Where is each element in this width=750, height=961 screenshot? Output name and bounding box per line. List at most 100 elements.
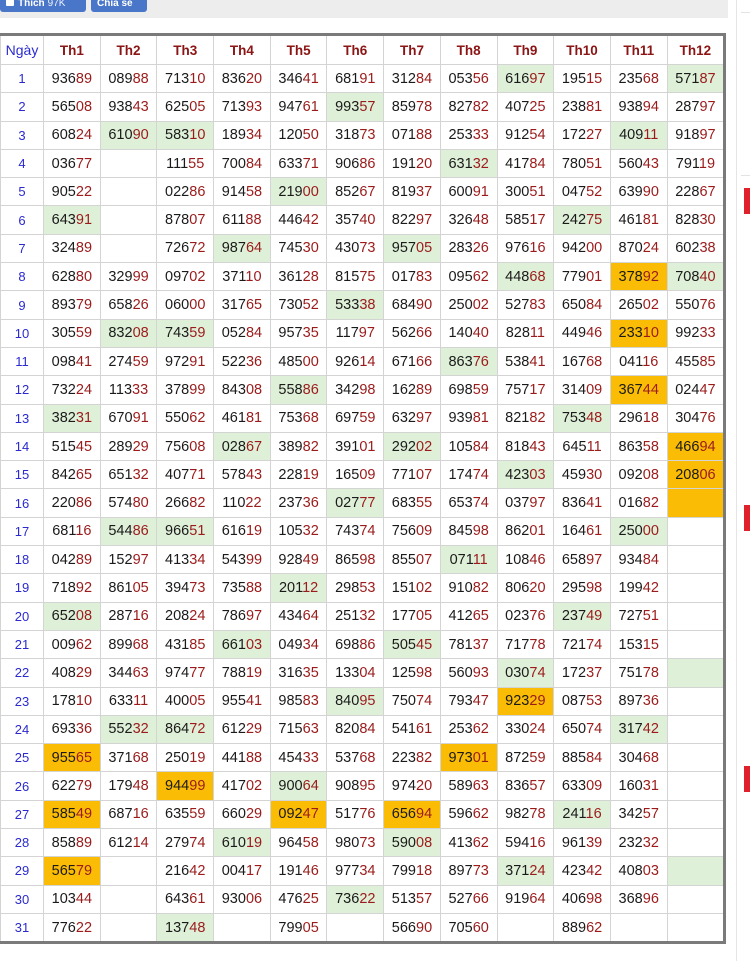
last-two-digits: 38 [359,297,376,314]
day-number: 27 [0,799,44,830]
result-cell [666,658,726,688]
last-two-digits: 05 [302,919,319,936]
result-cell: 73052 [269,290,328,320]
last-two-digits: 79 [75,778,93,795]
result-cell: 61019 [213,828,271,858]
table-row: 21 00962 89968 43185 66103 04934 69886 50545 781… [0,629,726,660]
last-two-digits: 61 [302,98,319,115]
day-number: 19 [0,573,44,603]
result-cell: 82811 [496,318,555,348]
table-row: 9 89379 65826 06000 31765 73052 53338 68490 2500… [0,290,726,320]
leading-digits: 590 [391,834,416,851]
sidebar-red-marker[interactable] [744,188,750,214]
leading-digits: 650 [561,297,587,314]
result-cell: 99357 [326,92,385,122]
last-two-digits: 07 [416,551,433,568]
leading-digits: 818 [505,438,530,455]
sidebar-red-marker[interactable] [744,766,750,792]
day-number: 1 [0,63,44,94]
leading-digits: 030 [505,664,530,681]
result-cell: 17227 [553,120,611,150]
last-two-digits: 08 [75,608,93,625]
facebook-like-button[interactable]: Thích 97K [0,0,86,12]
result-cell: 75609 [383,516,441,547]
result-cell: 31284 [383,63,441,94]
last-two-digits: 10 [189,127,206,144]
last-two-digits: 22 [75,183,93,200]
last-two-digits: 88 [245,212,262,229]
sidebar-red-marker[interactable] [744,505,750,531]
leading-digits: 565 [51,862,76,879]
last-two-digits: 28 [302,268,319,285]
result-cell: 69759 [326,403,385,433]
result-cell: 85507 [383,545,441,575]
leading-digits: 208 [165,608,190,625]
result-cell: 09841 [43,346,101,377]
result-cell: 39101 [326,431,385,462]
leading-digits: 622 [51,778,76,795]
result-cell: 82084 [326,714,385,745]
table-row: 25 95565 37168 25019 44188 45433 53768 22382 973… [0,743,726,773]
last-two-digits: 84 [245,325,263,342]
last-two-digits: 33 [699,325,716,342]
result-cell: 45433 [269,743,328,773]
result-cell: 36744 [609,375,668,405]
leading-digits: 052 [221,325,246,342]
last-two-digits: 89 [75,834,93,851]
last-two-digits: 29 [245,721,263,738]
leading-digits: 732 [51,381,76,398]
leading-digits: 053 [448,70,473,87]
leading-digits: 589 [448,778,473,795]
leading-digits: 639 [618,183,643,200]
result-cell: 64391 [43,205,101,235]
last-two-digits: 25 [302,891,319,908]
last-two-digits: 91 [472,183,489,200]
result-cell: 58963 [439,771,498,801]
result-cell: 22819 [269,460,328,490]
last-two-digits: 73 [189,579,206,596]
last-two-digits: 82 [189,495,206,512]
result-cell: 83208 [99,318,158,348]
leading-digits: 942 [561,240,587,257]
result-cell: 09562 [439,262,498,292]
last-two-digits: 00 [302,183,319,200]
result-cell: 37168 [99,743,158,773]
result-cell: 95565 [43,743,101,773]
last-two-digits: 84 [586,297,603,314]
leading-digits: 560 [618,155,643,172]
leading-digits: 858 [51,834,76,851]
result-cell: 17948 [99,771,158,801]
leading-digits: 756 [165,438,190,455]
result-cell: 72672 [156,233,215,264]
result-cell: 62505 [156,92,215,122]
leading-digits: 652 [51,608,76,625]
leading-digits: 342 [335,381,360,398]
result-cell: 85978 [383,92,441,122]
result-cell: 29598 [553,573,611,603]
leading-digits: 177 [391,608,416,625]
lottery-results-table: Ngày Th1 Th2 Th3 Th4 Th5 Th6 Th7 Th8 Th9 Th10 Th11 T… [0,33,727,945]
leading-digits: 153 [618,636,643,653]
result-cell: 16031 [609,771,668,801]
result-cell: 80620 [496,573,555,603]
result-cell: 83620 [213,63,271,94]
result-cell: 51776 [326,799,385,830]
result-cell: 68116 [43,516,101,547]
result-cell: 67091 [99,403,158,433]
leading-digits: 961 [561,834,587,851]
last-two-digits: 49 [302,551,319,568]
last-two-digits: 37 [586,664,603,681]
facebook-share-button[interactable]: Chia sẻ [91,0,147,12]
leading-digits: 633 [278,155,303,172]
last-two-digits: 77 [75,155,93,172]
result-cell: 75178 [609,658,668,688]
column-header-month: Th10 [553,34,611,65]
last-two-digits: 62 [189,410,206,427]
last-two-digits: 89 [75,240,93,257]
result-cell: 02286 [156,177,215,207]
last-two-digits: 01 [586,268,603,285]
last-two-digits: 20 [416,778,433,795]
result-cell: 65074 [553,714,611,745]
leading-digits: 448 [505,268,530,285]
result-cell: 04289 [43,545,101,575]
